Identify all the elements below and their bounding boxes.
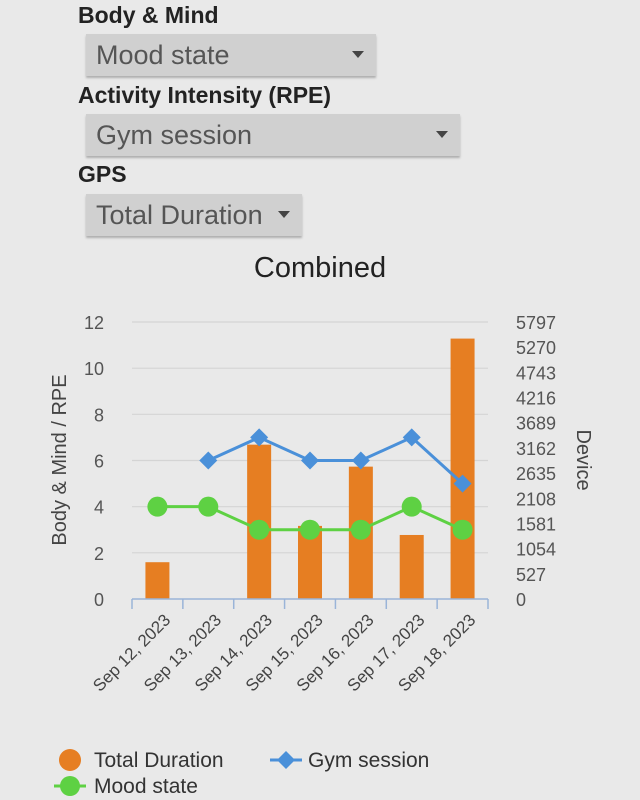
y2-tick-label: 1054	[516, 540, 556, 560]
legend-total-duration: Total Duration	[58, 748, 258, 774]
chevron-down-icon	[436, 131, 448, 138]
legend-circle-marker	[54, 776, 86, 796]
filter-label-gps: GPS	[78, 161, 127, 187]
gps-dropdown-value: Total Duration	[96, 199, 263, 230]
gym-dropdown[interactable]: Gym session	[86, 114, 460, 156]
y2-tick-label: 4216	[516, 389, 556, 409]
bar-total-duration	[145, 562, 170, 599]
y-tick-label: 12	[84, 313, 104, 333]
mood-state-point	[249, 519, 270, 540]
y2-tick-label: 3162	[516, 439, 556, 459]
legend-bar-marker	[59, 749, 81, 771]
mood-state-point	[452, 519, 473, 540]
legend-diamond-marker	[270, 751, 302, 769]
filter-label-rpe: Activity Intensity (RPE)	[78, 82, 332, 108]
y-axis-label: Body & Mind / RPE	[49, 374, 71, 545]
chevron-down-icon	[352, 51, 364, 58]
y-tick-label: 0	[94, 590, 104, 610]
mood-dropdown-value: Mood state	[96, 39, 230, 70]
legend-label-mood-state: Mood state	[94, 775, 198, 798]
y2-tick-label: 4743	[516, 363, 556, 383]
y2-tick-label: 0	[516, 590, 526, 610]
bar-total-duration	[450, 338, 475, 599]
y2-tick-label: 2108	[516, 489, 556, 509]
gym-session-line	[207, 435, 464, 485]
mood-state-point	[350, 519, 371, 540]
legend-label-gym-session: Gym session	[308, 749, 430, 772]
chevron-down-icon	[278, 211, 290, 218]
gym-session-point	[402, 428, 421, 447]
gym-session-point	[250, 428, 269, 447]
y-tick-label: 6	[94, 452, 104, 472]
y-tick-label: 8	[94, 405, 104, 425]
y2-tick-label: 5797	[516, 313, 556, 333]
y2-tick-label: 3689	[516, 414, 556, 434]
y2-tick-label: 527	[516, 565, 546, 585]
gym-session-point	[453, 474, 472, 493]
y2-tick-label: 5270	[516, 338, 556, 358]
y2-axis-label: Device	[572, 429, 594, 490]
legend-gym-session: Gym session	[270, 748, 470, 774]
gym-session-point	[301, 451, 319, 470]
y2-tick-label: 2635	[516, 464, 556, 484]
mood-state-point	[147, 496, 168, 517]
chart-title: Combined	[253, 252, 387, 284]
mood-dropdown[interactable]: Mood state	[86, 34, 376, 76]
gym-dropdown-value: Gym session	[96, 119, 253, 150]
filter-label-body-mind: Body & Mind	[78, 2, 219, 28]
mood-state-point	[401, 496, 422, 517]
y-tick-label: 2	[94, 544, 104, 564]
y-tick-label: 4	[94, 498, 104, 518]
y2-tick-label: 1581	[516, 514, 556, 534]
gym-session-point	[351, 451, 370, 470]
bar-total-duration	[399, 534, 424, 599]
legend-label-total-duration: Total Duration	[94, 749, 224, 772]
mood-state-point	[300, 519, 320, 540]
mood-state-point	[198, 496, 219, 517]
gps-dropdown[interactable]: Total Duration	[86, 194, 302, 236]
gym-session-point	[199, 451, 218, 470]
y-tick-label: 10	[84, 359, 104, 379]
legend-mood-state: Mood state	[54, 774, 254, 800]
